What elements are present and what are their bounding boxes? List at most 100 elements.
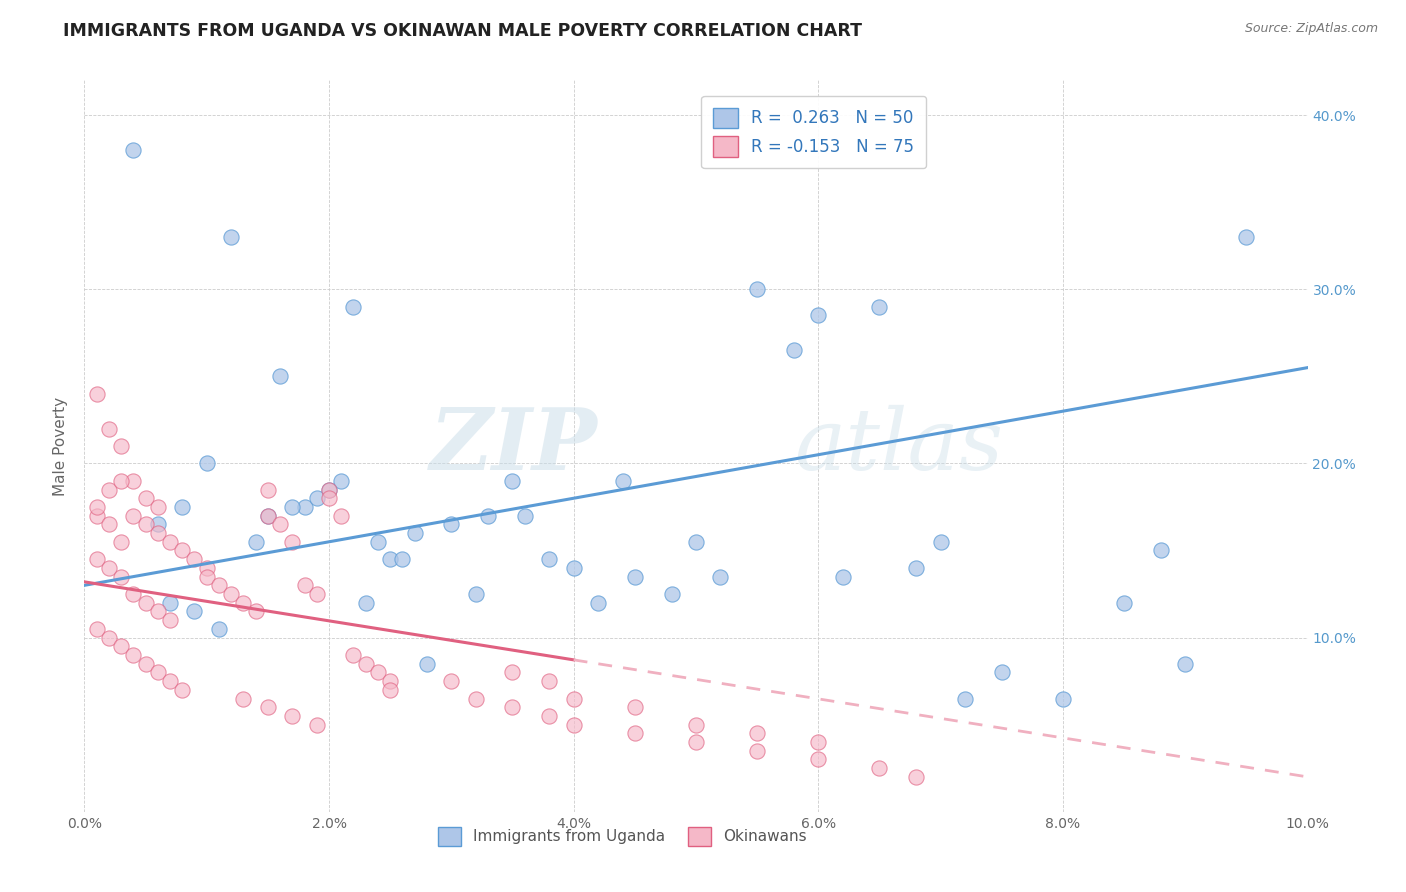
- Point: [122, 587, 145, 601]
- Point: [538, 674, 561, 689]
- Point: [122, 508, 145, 523]
- Point: [208, 622, 231, 636]
- Point: [135, 657, 157, 671]
- Point: [1174, 657, 1197, 671]
- Point: [183, 604, 205, 618]
- Point: [929, 534, 952, 549]
- Point: [416, 657, 439, 671]
- Point: [110, 439, 132, 453]
- Point: [661, 587, 683, 601]
- Text: atlas: atlas: [794, 405, 1002, 487]
- Point: [440, 517, 463, 532]
- Point: [1052, 691, 1074, 706]
- Point: [257, 483, 280, 497]
- Point: [538, 709, 561, 723]
- Point: [110, 640, 132, 654]
- Point: [159, 674, 181, 689]
- Point: [685, 735, 707, 749]
- Point: [464, 587, 486, 601]
- Point: [869, 300, 891, 314]
- Point: [1114, 596, 1136, 610]
- Point: [538, 552, 561, 566]
- Point: [869, 761, 891, 775]
- Point: [747, 726, 769, 740]
- Point: [86, 622, 108, 636]
- Point: [502, 700, 524, 714]
- Point: [391, 552, 413, 566]
- Point: [97, 517, 120, 532]
- Point: [195, 569, 218, 583]
- Point: [269, 369, 291, 384]
- Point: [685, 717, 707, 731]
- Point: [159, 613, 181, 627]
- Point: [122, 648, 145, 662]
- Point: [440, 674, 463, 689]
- Point: [330, 474, 353, 488]
- Point: [195, 457, 218, 471]
- Point: [1236, 230, 1258, 244]
- Point: [305, 491, 328, 506]
- Point: [110, 569, 132, 583]
- Point: [257, 508, 280, 523]
- Point: [953, 691, 976, 706]
- Point: [513, 508, 536, 523]
- Point: [342, 300, 364, 314]
- Point: [146, 500, 169, 514]
- Point: [624, 700, 647, 714]
- Point: [245, 604, 267, 618]
- Point: [159, 596, 181, 610]
- Point: [172, 682, 194, 697]
- Point: [232, 691, 254, 706]
- Point: [685, 534, 707, 549]
- Point: [183, 552, 205, 566]
- Text: ZIP: ZIP: [430, 404, 598, 488]
- Point: [612, 474, 634, 488]
- Point: [135, 596, 157, 610]
- Point: [807, 752, 830, 766]
- Point: [586, 596, 609, 610]
- Point: [783, 343, 806, 358]
- Point: [562, 717, 585, 731]
- Point: [562, 561, 585, 575]
- Point: [281, 534, 304, 549]
- Point: [97, 421, 120, 435]
- Point: [477, 508, 499, 523]
- Point: [380, 674, 402, 689]
- Legend: Immigrants from Uganda, Okinawans: Immigrants from Uganda, Okinawans: [432, 821, 813, 852]
- Point: [208, 578, 231, 592]
- Point: [269, 517, 291, 532]
- Point: [195, 561, 218, 575]
- Point: [747, 282, 769, 296]
- Point: [86, 508, 108, 523]
- Point: [404, 526, 426, 541]
- Point: [172, 543, 194, 558]
- Point: [367, 665, 389, 680]
- Point: [502, 474, 524, 488]
- Point: [380, 552, 402, 566]
- Point: [146, 526, 169, 541]
- Point: [86, 386, 108, 401]
- Point: [110, 474, 132, 488]
- Point: [807, 309, 830, 323]
- Point: [905, 561, 928, 575]
- Point: [305, 717, 328, 731]
- Point: [318, 483, 340, 497]
- Point: [110, 534, 132, 549]
- Y-axis label: Male Poverty: Male Poverty: [52, 396, 67, 496]
- Point: [831, 569, 853, 583]
- Point: [97, 631, 120, 645]
- Text: IMMIGRANTS FROM UGANDA VS OKINAWAN MALE POVERTY CORRELATION CHART: IMMIGRANTS FROM UGANDA VS OKINAWAN MALE …: [63, 22, 862, 40]
- Point: [122, 474, 145, 488]
- Text: Source: ZipAtlas.com: Source: ZipAtlas.com: [1244, 22, 1378, 36]
- Point: [97, 561, 120, 575]
- Point: [257, 508, 280, 523]
- Point: [219, 230, 242, 244]
- Point: [1150, 543, 1173, 558]
- Point: [97, 483, 120, 497]
- Point: [305, 587, 328, 601]
- Point: [245, 534, 267, 549]
- Point: [281, 709, 304, 723]
- Point: [159, 534, 181, 549]
- Point: [86, 500, 108, 514]
- Point: [172, 500, 194, 514]
